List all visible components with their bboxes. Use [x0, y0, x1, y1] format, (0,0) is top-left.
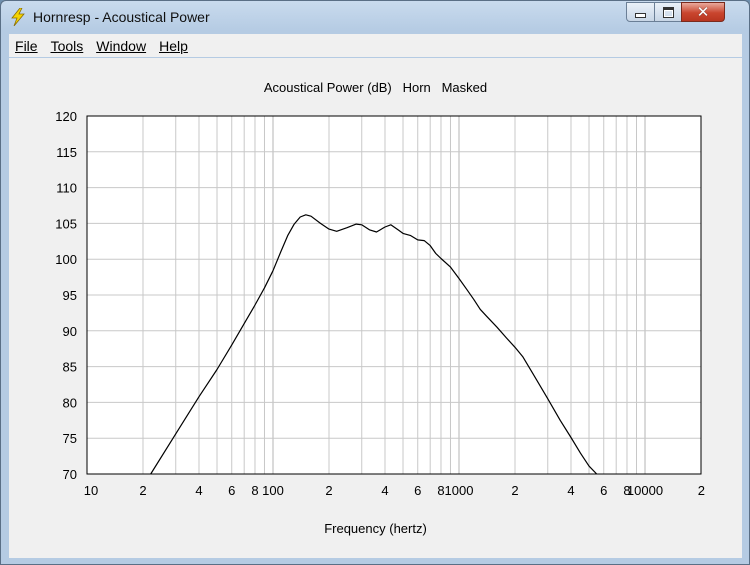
chart-area: Acoustical Power (dB) Horn Masked 120 115…: [9, 58, 742, 558]
plot-frame: [86, 115, 702, 475]
x-tick-label: 6: [600, 483, 607, 498]
y-tick-label: 70: [63, 467, 77, 482]
menu-tools[interactable]: Tools: [50, 37, 84, 54]
acoustical-power-chart: 120 115 110 105 100 95 90 85 80 75 70 10 2 4 6 8 100 2 4 6 8…: [55, 109, 705, 498]
close-button[interactable]: ✕: [681, 2, 725, 22]
x-tick-label: 2: [511, 483, 518, 498]
x-tick-label: 4: [567, 483, 574, 498]
y-tick-label: 80: [63, 395, 77, 410]
x-tick-label: 8: [623, 483, 630, 498]
menu-bar: File Tools Window Help: [9, 34, 742, 57]
y-tick-label: 110: [56, 181, 77, 196]
y-tick-label: 85: [63, 360, 77, 375]
x-tick-label: 4: [195, 483, 202, 498]
y-tick-label: 120: [55, 109, 77, 124]
y-tick-label: 115: [56, 145, 77, 160]
x-tick-label: 2: [139, 483, 146, 498]
power-curve-line: [150, 214, 598, 475]
chart-title: Acoustical Power (dB) Horn Masked: [263, 80, 488, 95]
window-title: Hornresp - Acoustical Power: [33, 9, 210, 25]
x-tick-label: 2: [325, 483, 332, 498]
x-tick-label: 10: [84, 483, 98, 498]
x-tick-label: 10000: [627, 483, 663, 498]
lightning-bolt-icon: [11, 8, 25, 26]
menu-window[interactable]: Window: [96, 37, 147, 54]
x-tick-label: 8: [437, 483, 444, 498]
x-tick-label: 2: [698, 483, 705, 498]
minimize-button[interactable]: [626, 2, 655, 22]
maximize-button[interactable]: [654, 2, 682, 22]
y-tick-label: 100: [55, 252, 77, 267]
x-tick-label: 100: [262, 483, 284, 498]
y-tick-label: 105: [55, 216, 77, 231]
x-tick-label: 6: [414, 483, 421, 498]
x-tick-label: 6: [228, 483, 235, 498]
x-tick-label: 4: [381, 483, 388, 498]
maximize-icon: [662, 6, 674, 18]
x-tick-label: 8: [251, 483, 258, 498]
menu-file[interactable]: File: [15, 37, 38, 54]
menu-help[interactable]: Help: [159, 37, 188, 54]
y-tick-label: 90: [63, 324, 77, 339]
x-tick-label: 1000: [445, 483, 474, 498]
x-axis-label: Frequency (hertz): [324, 521, 427, 536]
y-tick-label: 95: [63, 288, 77, 303]
close-icon: ✕: [696, 2, 710, 21]
minimize-icon: [635, 13, 646, 18]
y-tick-label: 75: [63, 431, 77, 446]
title-bar[interactable]: Hornresp - Acoustical Power ✕: [1, 1, 749, 33]
